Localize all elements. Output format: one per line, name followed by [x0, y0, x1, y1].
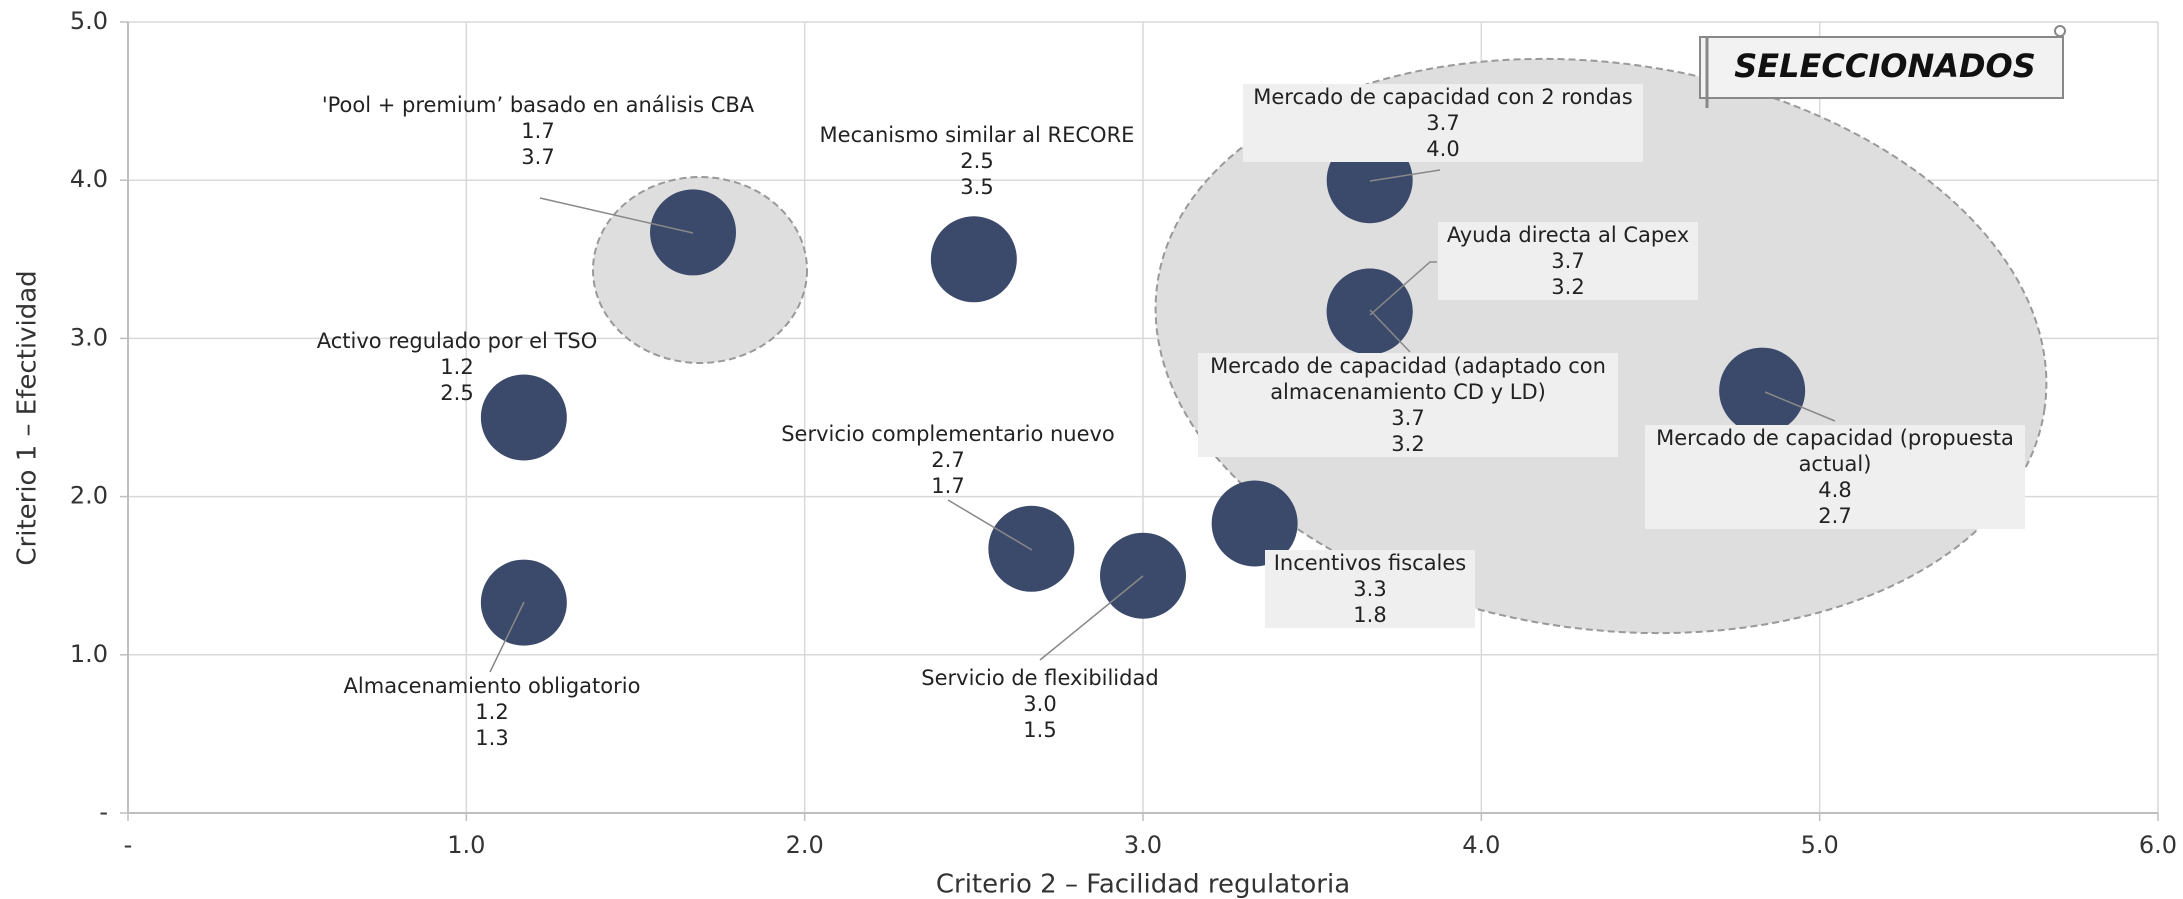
- data-label: Incentivos fiscales 3.3 1.8: [1265, 550, 1475, 628]
- y-value-label: 2.5: [440, 381, 474, 405]
- data-label: Mecanismo similar al RECORE 2.5 3.5: [797, 122, 1157, 200]
- leader-line: [1764, 391, 1836, 422]
- annotation: SELECCIONADOS: [1734, 47, 2036, 85]
- point-name: Servicio complementario nuevo: [781, 422, 1115, 446]
- data-label: Activo regulado por el TSO 1.2 2.5: [287, 328, 627, 406]
- leader-line: [1369, 169, 1441, 182]
- y-value-label: 3.2: [1551, 275, 1585, 299]
- y-tick-label: 2.0: [70, 482, 108, 510]
- leader-line: [1369, 261, 1437, 316]
- x-value-label: 3.7: [1426, 111, 1460, 135]
- bubble: [1211, 480, 1298, 567]
- x-tick-label: -: [124, 831, 133, 859]
- leader-line: [947, 499, 1033, 551]
- point-name: Mercado de capacidad (propuesta actual): [1656, 426, 2014, 476]
- data-label: Ayuda directa al Capex 3.7 3.2: [1438, 222, 1698, 300]
- y-tick-label: 3.0: [70, 323, 108, 351]
- bubble: [1719, 347, 1806, 434]
- data-label: Mercado de capacidad (adaptado con almac…: [1198, 353, 1618, 457]
- y-value-label: 3.5: [960, 175, 994, 199]
- bubble: [480, 374, 567, 461]
- y-value-label: 2.7: [1818, 504, 1852, 528]
- point-name: Mercado de capacidad con 2 rondas: [1253, 85, 1633, 109]
- y-tick-label: -: [99, 798, 108, 826]
- point-name: Incentivos fiscales: [1273, 551, 1467, 575]
- point-name: Almacenamiento obligatorio: [343, 674, 641, 698]
- leader-line: [1369, 309, 1411, 353]
- bubble: [1100, 532, 1186, 619]
- leader-line: [1039, 575, 1144, 661]
- point-name: Mercado de capacidad (adaptado con almac…: [1210, 354, 1606, 404]
- data-label: Mercado de capacidad con 2 rondas 3.7 4.0: [1243, 84, 1643, 162]
- bubble: [930, 216, 1017, 303]
- x-value-label: 3.7: [1391, 406, 1425, 430]
- data-label: 'Pool + premium’ basado en análisis CBA 1…: [318, 92, 758, 170]
- data-label: Servicio complementario nuevo 2.7 1.7: [768, 421, 1128, 499]
- point-name: Mecanismo similar al RECORE: [819, 123, 1135, 147]
- x-value-label: 1.2: [440, 355, 474, 379]
- x-axis-title: Criterio 2 – Facilidad regulatoria: [936, 870, 1350, 899]
- y-value-label: 1.3: [475, 726, 509, 750]
- y-value-label: 4.0: [1426, 137, 1460, 161]
- x-tick-label: 6.0: [2139, 831, 2177, 859]
- y-tick-label: 5.0: [70, 7, 108, 35]
- x-tick-label: 3.0: [1124, 831, 1162, 859]
- annotation-frame: [1699, 36, 2064, 99]
- point-name: Servicio de flexibilidad: [921, 666, 1159, 690]
- y-tick-label: 4.0: [70, 165, 108, 193]
- leader-line: [539, 197, 694, 234]
- x-value-label: 1.7: [521, 119, 555, 143]
- y-value-label: 3.2: [1391, 432, 1425, 456]
- x-tick-label: 5.0: [1801, 831, 1839, 859]
- data-label: Servicio de flexibilidad 3.0 1.5: [890, 665, 1190, 743]
- y-value-label: 1.5: [1023, 718, 1057, 742]
- x-value-label: 4.8: [1818, 478, 1852, 502]
- y-value-label: 1.7: [931, 474, 965, 498]
- x-tick-label: 4.0: [1462, 831, 1500, 859]
- point-name: 'Pool + premium’ basado en análisis CBA: [321, 93, 755, 117]
- scroll-curl: [2054, 25, 2066, 37]
- x-value-label: 1.2: [475, 700, 509, 724]
- point-name: Activo regulado por el TSO: [316, 329, 598, 353]
- x-value-label: 2.7: [931, 448, 965, 472]
- y-value-label: 1.8: [1353, 603, 1387, 627]
- x-value-label: 2.5: [960, 149, 994, 173]
- y-value-label: 3.7: [521, 145, 555, 169]
- x-value-label: 3.7: [1551, 249, 1585, 273]
- y-axis-title: Criterio 1 – Efectividad: [13, 270, 43, 565]
- x-tick-label: 1.0: [447, 831, 485, 859]
- x-tick-label: 2.0: [786, 831, 824, 859]
- point-name: Ayuda directa al Capex: [1446, 223, 1690, 247]
- annotation-box: SELECCIONADOS: [1699, 25, 2066, 108]
- y-tick-label: 1.0: [70, 640, 108, 668]
- data-label: Almacenamiento obligatorio 1.2 1.3: [322, 673, 662, 751]
- leader-line: [489, 601, 525, 673]
- x-value-label: 3.3: [1353, 577, 1387, 601]
- data-label: Mercado de capacidad (propuesta actual) 4…: [1645, 425, 2025, 529]
- x-value-label: 3.0: [1023, 692, 1057, 716]
